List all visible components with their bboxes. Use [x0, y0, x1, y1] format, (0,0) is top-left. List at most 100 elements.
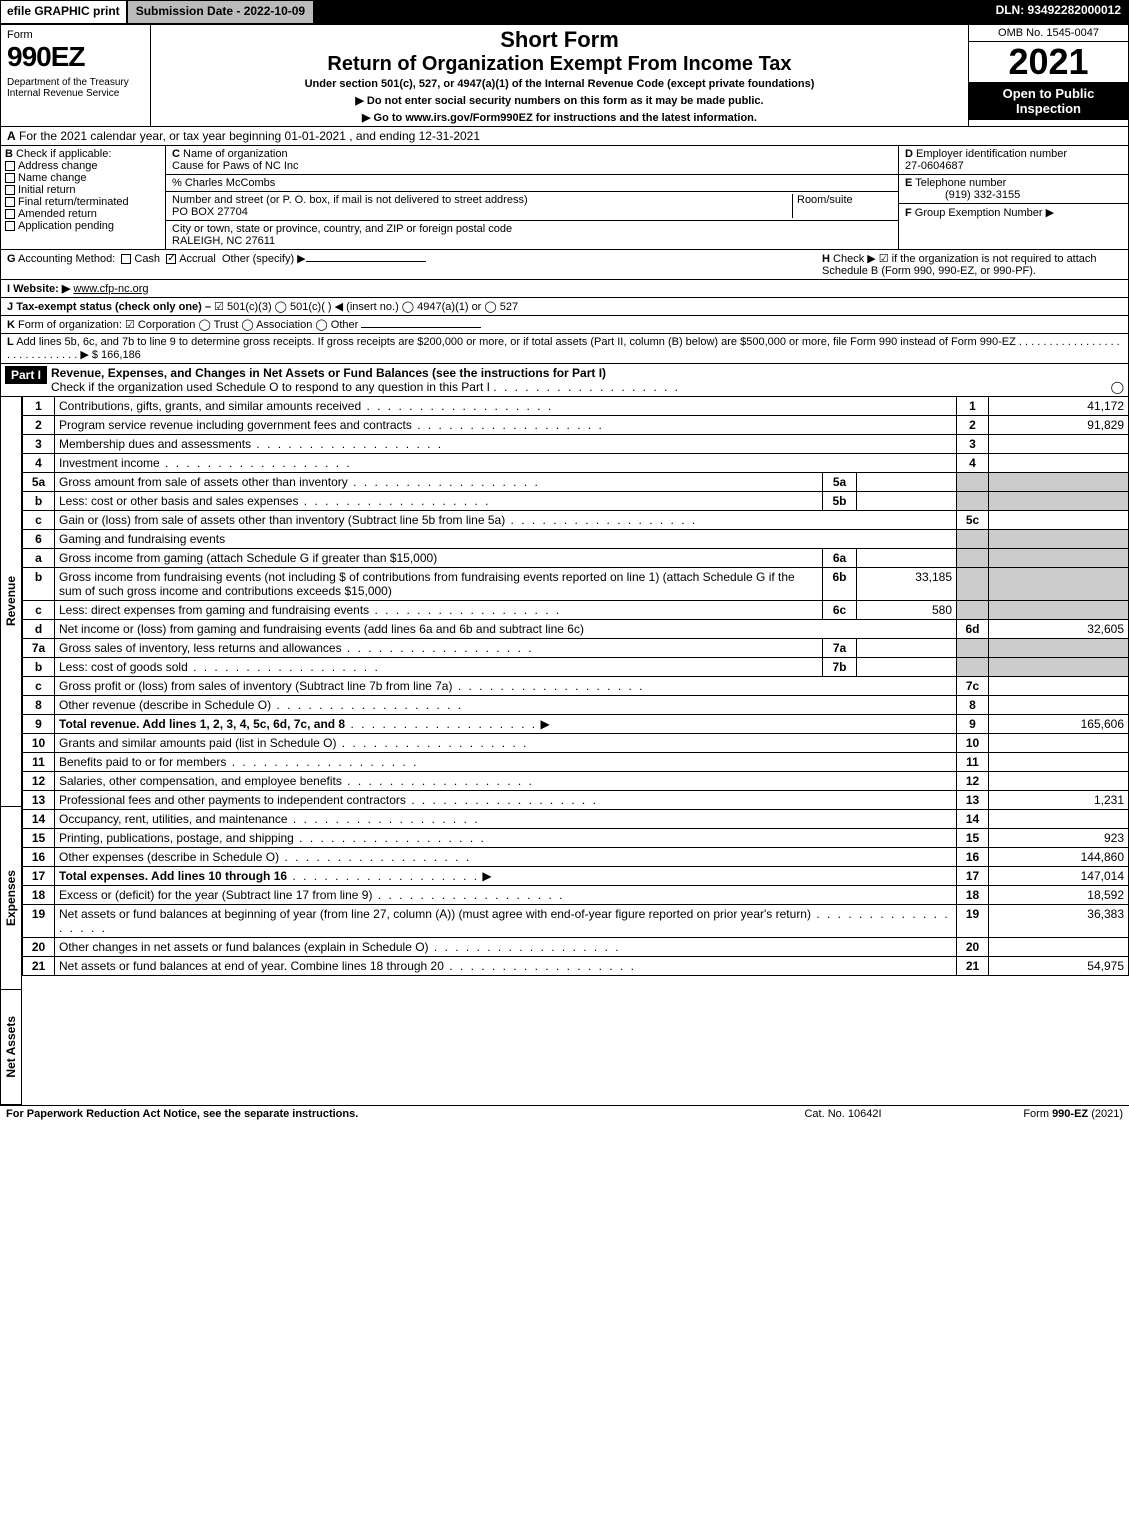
dots [493, 380, 680, 394]
line-1: 1Contributions, gifts, grants, and simil… [23, 397, 1129, 416]
l17-amt: 147,014 [989, 867, 1129, 886]
page-footer: For Paperwork Reduction Act Notice, see … [0, 1105, 1129, 1122]
i-lbl: Website: ▶ [13, 283, 70, 295]
website-link[interactable]: www.cfp-nc.org [73, 283, 148, 295]
l20-text: Other changes in net assets or fund bala… [59, 940, 429, 954]
efile-label[interactable]: efile GRAPHIC print [0, 0, 127, 24]
chk-initial[interactable] [5, 185, 15, 195]
l16-amt: 144,860 [989, 848, 1129, 867]
l6b-text: Gross income from fundraising events (no… [59, 570, 795, 598]
line-5c: cGain or (loss) from sale of assets othe… [23, 511, 1129, 530]
dln: DLN: 93492282000012 [988, 0, 1129, 24]
e-phone: E Telephone number (919) 332-3155 [899, 175, 1128, 204]
c-name-lbl: Name of organization [183, 148, 288, 160]
c-name: C Name of organization Cause for Paws of… [166, 146, 898, 175]
line-17: 17Total expenses. Add lines 10 through 1… [23, 867, 1129, 886]
l6c-amt: 580 [857, 601, 957, 620]
row-a: A For the 2021 calendar year, or tax yea… [0, 127, 1129, 146]
l5b-text: Less: cost or other basis and sales expe… [59, 494, 298, 508]
note-ssn: ▶ Do not enter social security numbers o… [157, 94, 962, 107]
line-10: 10Grants and similar amounts paid (list … [23, 734, 1129, 753]
row-l: L Add lines 5b, 6c, and 7b to line 9 to … [0, 334, 1129, 364]
l14-text: Occupancy, rent, utilities, and maintena… [59, 812, 288, 826]
line-a-text: For the 2021 calendar year, or tax year … [19, 129, 480, 143]
col-def: D Employer identification number 27-0604… [898, 146, 1128, 249]
opt-pending: Application pending [18, 220, 114, 232]
l3-text: Membership dues and assessments [59, 437, 251, 451]
d-ein: D Employer identification number 27-0604… [899, 146, 1128, 175]
line-16: 16Other expenses (describe in Schedule O… [23, 848, 1129, 867]
chk-cash[interactable] [121, 254, 131, 264]
l15-text: Printing, publications, postage, and shi… [59, 831, 294, 845]
header-right: OMB No. 1545-0047 2021 Open to Public In… [968, 25, 1128, 126]
note-link: ▶ Go to www.irs.gov/Form990EZ for instru… [157, 111, 962, 124]
j-lbl: Tax-exempt status (check only one) – [16, 301, 211, 313]
line-2: 2Program service revenue including gover… [23, 416, 1129, 435]
d-lbl: Employer identification number [916, 148, 1067, 160]
line-6a: aGross income from gaming (attach Schedu… [23, 549, 1129, 568]
opt-initial: Initial return [18, 184, 75, 196]
g-other-line[interactable] [306, 261, 426, 262]
city-lbl: City or town, state or province, country… [172, 223, 512, 235]
opt-name: Name change [18, 172, 87, 184]
chk-name[interactable] [5, 173, 15, 183]
chk-final[interactable] [5, 197, 15, 207]
open-inspection: Open to Public Inspection [969, 82, 1128, 120]
l1-text: Contributions, gifts, grants, and simila… [59, 399, 361, 413]
top-bar: efile GRAPHIC print Submission Date - 20… [0, 0, 1129, 24]
l4-text: Investment income [59, 456, 160, 470]
part1-header: Part I Revenue, Expenses, and Changes in… [0, 364, 1129, 397]
line-9: 9Total revenue. Add lines 1, 2, 3, 4, 5c… [23, 715, 1129, 734]
l19-text: Net assets or fund balances at beginning… [59, 907, 811, 921]
k-other-line[interactable] [361, 327, 481, 328]
l6d-text: Net income or (loss) from gaming and fun… [59, 622, 584, 636]
l2-amt: 91,829 [989, 416, 1129, 435]
l13-amt: 1,231 [989, 791, 1129, 810]
l9-amt: 165,606 [989, 715, 1129, 734]
col-b: B Check if applicable: Address change Na… [1, 146, 166, 249]
l21-text: Net assets or fund balances at end of ye… [59, 959, 444, 973]
part1-title: Revenue, Expenses, and Changes in Net As… [51, 366, 606, 380]
row-i: I Website: ▶ www.cfp-nc.org [0, 280, 1129, 298]
chk-accrual[interactable] [166, 254, 176, 264]
l6d-amt: 32,605 [989, 620, 1129, 639]
submission-date: Submission Date - 2022-10-09 [127, 0, 314, 24]
l18-text: Excess or (deficit) for the year (Subtra… [59, 888, 372, 902]
h-text: Check ▶ ☑ if the organization is not req… [822, 253, 1097, 277]
l15-amt: 923 [989, 829, 1129, 848]
line-6d: dNet income or (loss) from gaming and fu… [23, 620, 1129, 639]
l12-text: Salaries, other compensation, and employ… [59, 774, 342, 788]
line-13: 13Professional fees and other payments t… [23, 791, 1129, 810]
line-6c: cLess: direct expenses from gaming and f… [23, 601, 1129, 620]
l5c-text: Gain or (loss) from sale of assets other… [59, 513, 505, 527]
line-3: 3Membership dues and assessments3 [23, 435, 1129, 454]
l19-amt: 36,383 [989, 905, 1129, 938]
l-text: Add lines 5b, 6c, and 7b to line 9 to de… [7, 336, 1120, 361]
side-expenses: Expenses [4, 868, 18, 928]
l9-text: Total revenue. Add lines 1, 2, 3, 4, 5c,… [59, 717, 345, 731]
l10-text: Grants and similar amounts paid (list in… [59, 736, 336, 750]
line-14: 14Occupancy, rent, utilities, and mainte… [23, 810, 1129, 829]
l7b-text: Less: cost of goods sold [59, 660, 188, 674]
part1-chkbox[interactable]: ◯ [1111, 380, 1124, 394]
h-box: H Check ▶ ☑ if the organization is not r… [822, 252, 1122, 277]
l11-text: Benefits paid to or for members [59, 755, 226, 769]
l21-amt: 54,975 [989, 957, 1129, 976]
form-header: Form 990EZ Department of the Treasury In… [0, 24, 1129, 127]
line-7b: bLess: cost of goods sold7b [23, 658, 1129, 677]
chk-amended[interactable] [5, 209, 15, 219]
chk-pending[interactable] [5, 221, 15, 231]
header-left: Form 990EZ Department of the Treasury In… [1, 25, 151, 126]
line-21: 21Net assets or fund balances at end of … [23, 957, 1129, 976]
note-link-text[interactable]: ▶ Go to www.irs.gov/Form990EZ for instru… [362, 112, 757, 124]
part1-check: Check if the organization used Schedule … [51, 380, 490, 394]
f-arrow: ▶ [1046, 207, 1054, 219]
opt-final: Final return/terminated [18, 196, 129, 208]
line-20: 20Other changes in net assets or fund ba… [23, 938, 1129, 957]
chk-address[interactable] [5, 161, 15, 171]
line-7c: cGross profit or (loss) from sales of in… [23, 677, 1129, 696]
line-8: 8Other revenue (describe in Schedule O)8 [23, 696, 1129, 715]
c-street: Number and street (or P. O. box, if mail… [166, 192, 898, 221]
line-6b: bGross income from fundraising events (n… [23, 568, 1129, 601]
footer-cat: Cat. No. 10642I [743, 1108, 943, 1120]
